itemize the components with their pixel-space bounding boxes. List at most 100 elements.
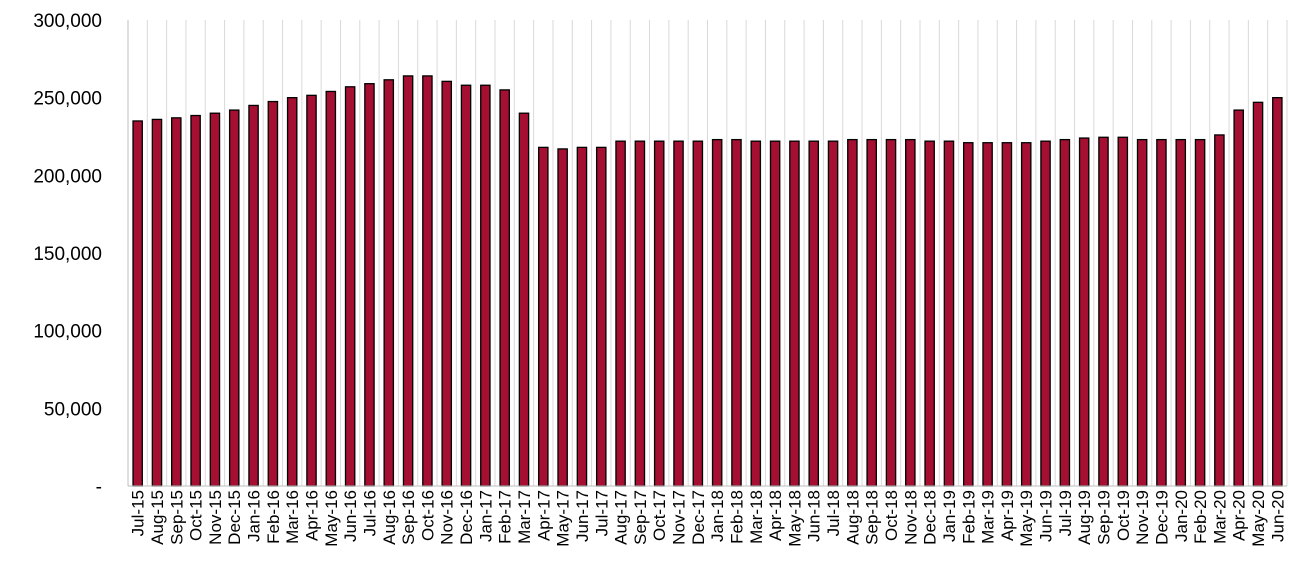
x-tick-label: May-18	[785, 490, 804, 547]
y-tick-label: -	[96, 477, 102, 498]
x-tick-label: Aug-18	[843, 490, 862, 545]
x-tick-label: Sep-19	[1094, 490, 1113, 545]
bar-Nov-18	[905, 138, 916, 487]
x-tick-label: Dec-17	[689, 490, 708, 545]
x-tick-label: Nov-17	[670, 490, 689, 545]
x-tick-label: May-16	[322, 490, 341, 547]
x-tick-label: Apr-18	[766, 490, 785, 541]
y-tick-label: 200,000	[33, 166, 102, 187]
x-tick-label: Mar-16	[283, 490, 302, 544]
x-tick-label: Jul-17	[592, 490, 611, 536]
bar-Jul-19	[1059, 138, 1071, 487]
x-tick-label: Dec-16	[457, 490, 476, 545]
x-tick-label: Mar-18	[747, 490, 766, 544]
x-tick-label: Jun-18	[805, 490, 824, 542]
bar-May-17	[557, 148, 568, 487]
x-tick-label: Oct-18	[882, 490, 901, 541]
bar-Dec-18	[924, 140, 935, 487]
x-tick-label: Feb-18	[727, 490, 746, 544]
x-tick-label: Nov-18	[901, 490, 920, 545]
x-tick-label: Sep-18	[863, 490, 882, 545]
bar-Jan-17	[480, 84, 491, 487]
bar-Nov-17	[673, 140, 684, 487]
bar-Jul-17	[595, 146, 607, 487]
bar-Dec-17	[692, 140, 704, 487]
bar-Sep-19	[1098, 136, 1109, 487]
x-tick-label: Nov-19	[1133, 490, 1152, 545]
bar-Aug-16	[383, 79, 395, 487]
y-tick-label: 250,000	[33, 89, 102, 110]
x-tick-label: Sep-16	[399, 490, 418, 545]
y-tick-labels: - 50,000 100,000 150,000 200,000 250,000 300,0…	[33, 11, 102, 498]
y-tick-label: 50,000	[44, 399, 102, 420]
x-tick-label: Feb-17	[496, 490, 515, 544]
bar-May-20	[1252, 101, 1264, 487]
x-tick-label: Jan-18	[708, 490, 727, 542]
x-tick-label: Aug-17	[612, 490, 631, 545]
bar-Jul-18	[827, 140, 839, 487]
x-tick-label: Jan-19	[940, 490, 959, 542]
bar-Mar-16	[286, 97, 298, 487]
bar-Aug-19	[1078, 137, 1090, 487]
bar-Jan-19	[943, 140, 955, 487]
bar-Jul-15	[132, 120, 143, 487]
bar-Mar-20	[1214, 134, 1225, 487]
bar-Apr-16	[306, 94, 317, 487]
y-axis	[127, 20, 1287, 487]
bar-Sep-18	[866, 138, 877, 487]
x-tick-label: Mar-17	[515, 490, 534, 544]
bar-Oct-16	[422, 75, 433, 487]
x-tick-label: Apr-17	[534, 490, 553, 541]
bar-Feb-18	[731, 138, 742, 487]
x-tick-label: Apr-16	[303, 490, 322, 541]
x-tick-label: Jul-19	[1056, 490, 1075, 536]
bar-Feb-17	[499, 89, 510, 487]
x-tick-label: Nov-16	[438, 490, 457, 545]
x-tick-labels: Jul-15 Aug-15 Sep-15 Oct-15 Nov-15 Dec-15 Jan-…	[129, 490, 1288, 547]
bar-Aug-15	[151, 118, 163, 487]
bar-Oct-17	[653, 140, 665, 487]
bar-Feb-19	[962, 142, 974, 487]
bar-May-16	[325, 90, 337, 487]
bar-Apr-18	[769, 140, 781, 487]
x-tick-label: Oct-15	[187, 490, 206, 541]
x-tick-label: May-20	[1249, 490, 1268, 547]
x-tick-label: Apr-19	[998, 490, 1017, 541]
bar-Jul-16	[364, 83, 375, 487]
x-tick-label: Oct-16	[418, 490, 437, 541]
x-tick-label: Aug-16	[380, 490, 399, 545]
bar-Mar-19	[982, 142, 993, 487]
bar-Oct-18	[885, 138, 897, 487]
bar-Apr-19	[1001, 142, 1013, 487]
bar-Nov-16	[441, 80, 453, 487]
x-tick-label: Mar-19	[979, 490, 998, 544]
bar-Jun-19	[1040, 140, 1051, 487]
bar-Jun-18	[808, 140, 820, 487]
bar-May-19	[1020, 142, 1032, 487]
bar-May-18	[789, 140, 800, 487]
bar-Jan-16	[248, 104, 259, 487]
x-tick-label: Mar-20	[1210, 490, 1229, 544]
bar-Sep-17	[634, 140, 646, 487]
x-tick-label: May-17	[554, 490, 573, 547]
bar-Jun-17	[576, 146, 588, 487]
bar-Jan-20	[1175, 138, 1187, 487]
x-tick-label: Dec-19	[1152, 490, 1171, 545]
x-tick-label: Sep-15	[167, 490, 186, 545]
x-tick-label: Jun-20	[1268, 490, 1287, 542]
x-tick-label: Jul-15	[129, 490, 148, 536]
bar-Dec-15	[228, 109, 240, 487]
grid	[127, 20, 1288, 486]
bar-Jun-20	[1272, 97, 1283, 487]
x-tick-label: Jan-16	[245, 490, 264, 542]
bar-Dec-19	[1156, 138, 1167, 487]
bar-Aug-17	[615, 140, 626, 487]
bar-Oct-15	[190, 114, 201, 487]
x-tick-label: Dec-15	[225, 490, 244, 545]
x-tick-label: Feb-20	[1191, 490, 1210, 544]
bar-Nov-15	[209, 112, 221, 487]
x-tick-label: Aug-19	[1075, 490, 1094, 545]
x-tick-label: Oct-19	[1114, 490, 1133, 541]
y-tick-label: 150,000	[33, 244, 102, 265]
